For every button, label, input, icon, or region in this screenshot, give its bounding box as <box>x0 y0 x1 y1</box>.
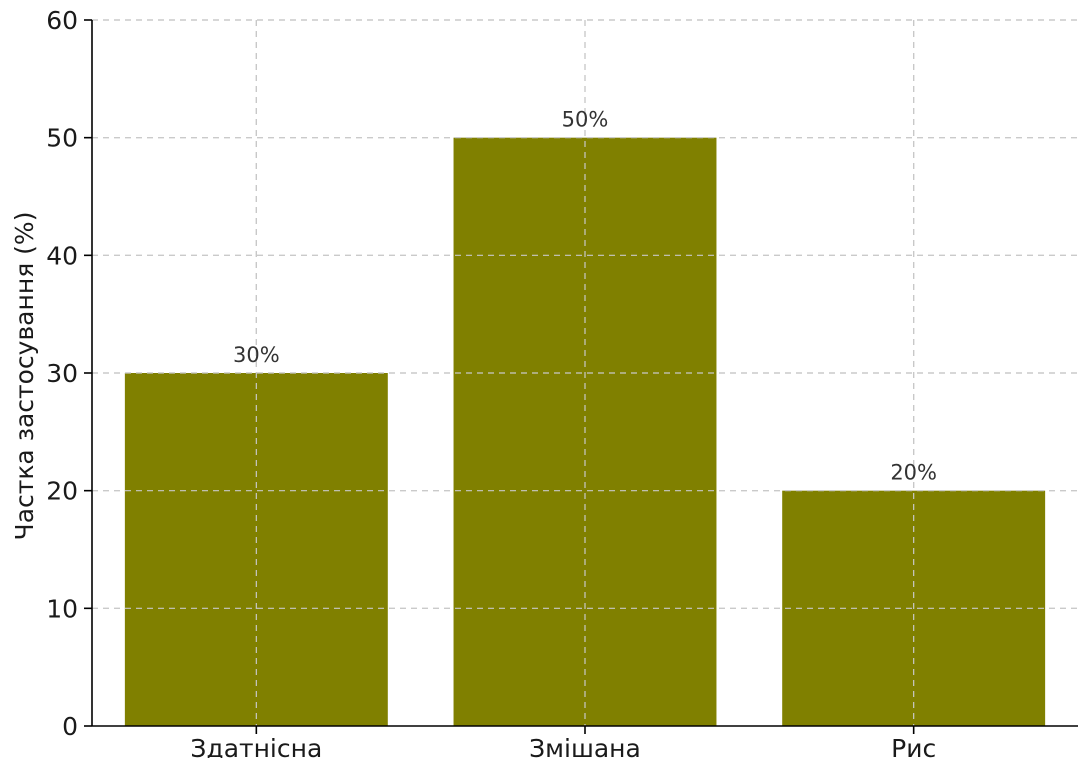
bars <box>92 19 1078 726</box>
y-ticks: 0 10 20 30 40 50 60 <box>46 6 92 741</box>
y-tick-label-0: 0 <box>62 712 78 741</box>
x-ticks: Здатнісна Змішана Рис <box>190 726 936 758</box>
y-tick-label-20: 20 <box>46 477 78 506</box>
y-tick-label-30: 30 <box>46 359 78 388</box>
x-tick-label-1: Змішана <box>529 734 641 758</box>
data-labels: 30% 50% 20% <box>233 108 937 485</box>
x-tick-label-2: Рис <box>891 734 936 758</box>
y-tick-label-60: 60 <box>46 6 78 35</box>
data-label-0: 30% <box>233 343 280 367</box>
y-axis-title: Частка застосування (%) <box>10 212 39 541</box>
data-label-2: 20% <box>890 461 937 485</box>
y-tick-label-40: 40 <box>46 241 78 270</box>
x-tick-label-0: Здатнісна <box>190 734 322 758</box>
y-tick-label-10: 10 <box>46 594 78 623</box>
y-tick-label-50: 50 <box>46 124 78 153</box>
data-label-1: 50% <box>562 108 609 132</box>
